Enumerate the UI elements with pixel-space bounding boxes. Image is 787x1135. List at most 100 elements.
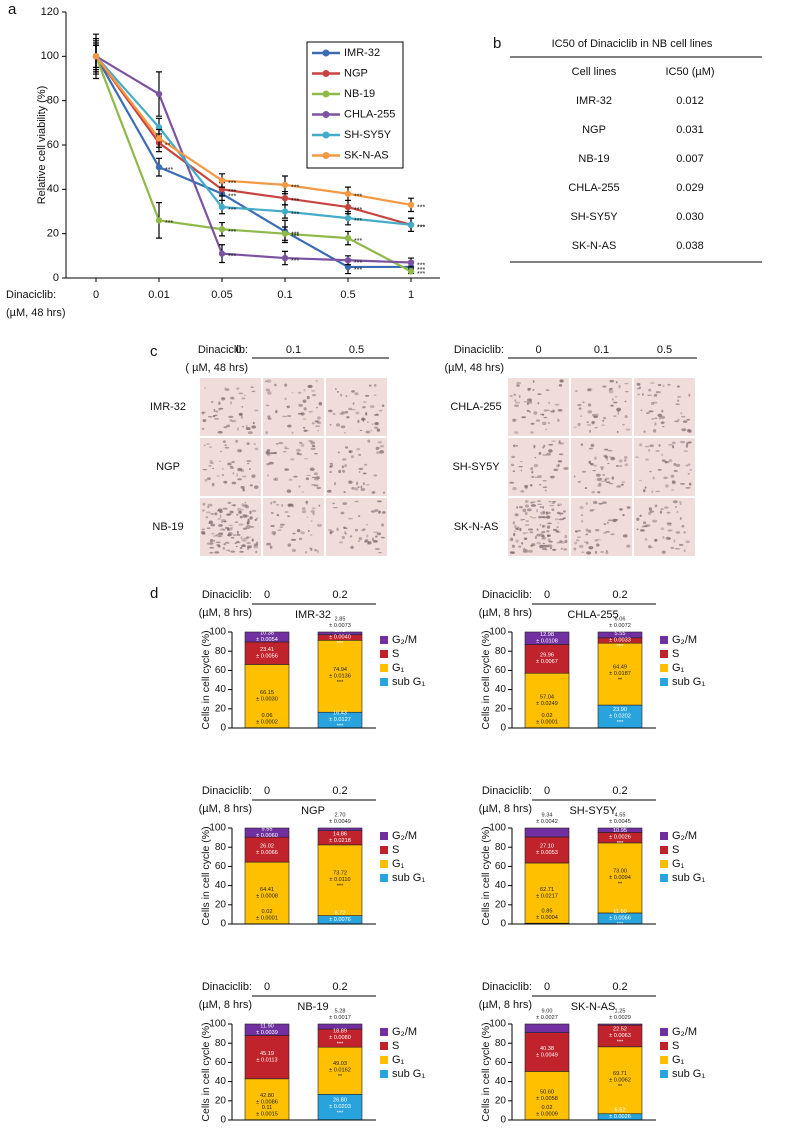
bar-segment	[317, 1046, 363, 1095]
cell-speck	[511, 544, 515, 548]
cell-speck	[683, 549, 686, 553]
value-label: 57.04 ± 0.0249	[536, 695, 558, 708]
legend-label: CHLA-255	[344, 108, 395, 120]
cell-speck	[236, 387, 240, 390]
cell-speck	[520, 461, 523, 463]
cell-speck	[551, 440, 557, 442]
cell-speck	[350, 455, 354, 459]
value-label: 64.41 ± 0.0008	[256, 887, 278, 900]
data-point	[344, 214, 352, 222]
cell-speck	[246, 536, 249, 540]
cell-speck	[302, 418, 307, 420]
cell-speck	[533, 444, 536, 449]
cell-speck	[288, 478, 293, 481]
y-axis-label: Cells in cell cycle (%)	[480, 826, 492, 925]
x-axis-unit: (µM, 8 hrs)	[199, 803, 252, 815]
bar-segment	[317, 639, 363, 713]
y-tick-label: 0	[500, 723, 506, 734]
legend-label: sub G₁	[672, 1068, 705, 1080]
cell-speck	[342, 502, 348, 505]
cell-speck	[229, 401, 233, 405]
cell-speck	[272, 500, 277, 504]
data-point	[281, 195, 289, 202]
cell-speck	[373, 413, 380, 416]
cell-speck	[673, 539, 676, 543]
cell-speck	[560, 547, 563, 550]
cell-speck	[654, 538, 658, 542]
cell-speck	[658, 416, 661, 420]
table-cell: 0.029	[676, 182, 704, 194]
cell-speck	[607, 519, 613, 522]
cell-speck	[542, 506, 545, 509]
cell-speck	[287, 515, 291, 517]
cell-speck	[541, 530, 546, 534]
x-category-label: 0	[544, 785, 550, 797]
concentration-label: 0.1	[286, 344, 301, 356]
significance: ***	[228, 180, 236, 187]
cell-speck	[542, 542, 546, 545]
cell-speck	[251, 390, 256, 393]
cell-speck	[287, 543, 292, 547]
cell-speck	[341, 465, 345, 469]
chart-title: SK-N-AS	[571, 1001, 616, 1013]
data-point	[281, 230, 289, 237]
cell-speck	[211, 542, 215, 545]
cell-speck	[533, 463, 539, 468]
cell-speck	[605, 549, 608, 553]
data-point	[218, 203, 226, 211]
cell-speck	[525, 532, 529, 534]
cell-speck	[287, 424, 292, 428]
cell-speck	[316, 523, 322, 527]
cell-speck	[651, 401, 655, 406]
y-tick-label: 80	[495, 646, 507, 657]
cell-speck	[677, 395, 682, 398]
y-tick-label: 0	[220, 919, 226, 930]
cell-speck	[316, 486, 321, 490]
cell-speck	[539, 544, 544, 549]
cell-speck	[341, 411, 345, 415]
cell-speck	[671, 489, 675, 491]
cell-speck	[300, 531, 305, 535]
legend-swatch	[660, 1042, 668, 1050]
cell-speck	[309, 547, 312, 550]
table-cell: 0.030	[676, 211, 704, 223]
table-cell: SK-N-AS	[572, 240, 617, 252]
cell-speck	[284, 447, 289, 450]
cell-speck	[213, 408, 216, 412]
cell-speck	[679, 517, 682, 521]
cell-speck	[639, 514, 642, 518]
cell-speck	[587, 410, 593, 414]
cell-speck	[623, 455, 628, 460]
cell-speck	[522, 518, 525, 521]
row-label: IMR-32	[150, 401, 186, 413]
cell-speck	[660, 507, 664, 511]
cell-speck	[600, 551, 605, 553]
data-point	[407, 259, 415, 266]
bar-segment	[597, 642, 643, 706]
cell-speck	[226, 513, 231, 516]
legend-label: sub G₁	[672, 872, 705, 884]
value-label: 16.43 ± 0.0127 ***	[329, 711, 351, 730]
cell-speck	[560, 540, 565, 544]
cell-speck	[557, 504, 560, 507]
cell-speck	[592, 469, 597, 472]
cell-speck	[590, 462, 594, 466]
cell-speck	[377, 500, 382, 503]
cell-speck	[281, 504, 284, 507]
cell-speck	[604, 478, 607, 482]
cell-speck	[687, 472, 690, 475]
cell-speck	[533, 411, 538, 415]
cell-speck	[370, 510, 376, 513]
cell-speck	[358, 537, 363, 541]
table-cell: IMR-32	[576, 95, 612, 107]
cell-speck	[296, 452, 300, 455]
cell-speck	[201, 528, 205, 531]
cell-speck	[601, 424, 606, 426]
x-axis-label: Dinaciclib:	[202, 981, 252, 993]
chart-title: NGP	[301, 805, 325, 817]
cell-speck	[204, 387, 206, 389]
cell-speck	[206, 477, 211, 481]
cell-speck	[642, 393, 644, 396]
legend-label: S	[672, 648, 679, 660]
cell-speck	[222, 528, 226, 531]
